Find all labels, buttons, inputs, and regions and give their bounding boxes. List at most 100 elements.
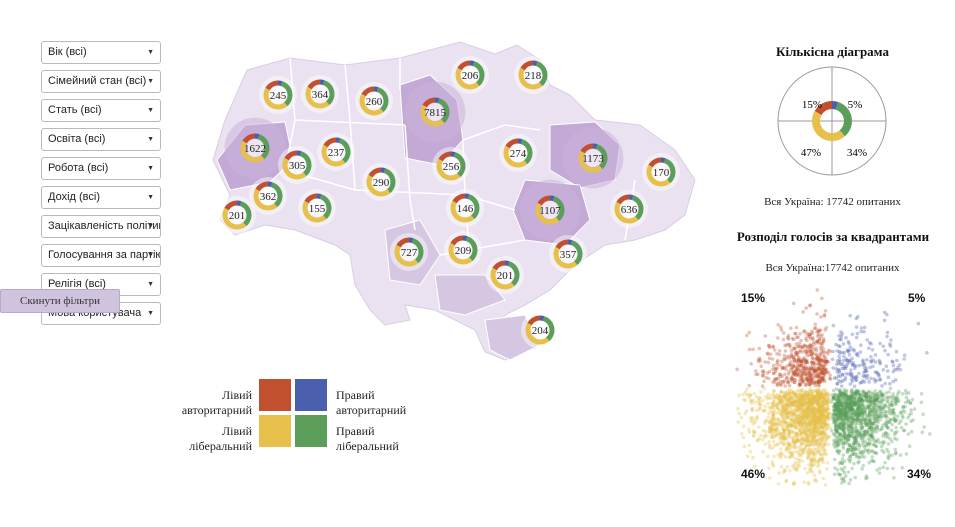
region-donut-arc (525, 322, 550, 345)
region-marker-donetsk[interactable]: 636 (610, 190, 648, 228)
scatter-point-right-auth (872, 377, 876, 381)
scatter-point-left-lib (801, 403, 806, 408)
region-marker-mykolaiv[interactable]: 209 (444, 231, 482, 269)
filter-select[interactable]: Освіта (всі) ▼ (41, 128, 161, 151)
scatter-point-left-lib (771, 422, 775, 426)
scatter-point-left-lib (794, 413, 799, 418)
region-marker-rivne[interactable]: 364 (301, 75, 339, 113)
scatter-point-left-lib (804, 393, 809, 398)
scatter-point-right-lib (844, 398, 849, 403)
region-marker-ternopil[interactable]: 305 (278, 146, 316, 184)
scatter-point-right-auth (847, 341, 851, 346)
scatter-point-left-auth (817, 366, 821, 370)
filter-select[interactable]: Робота (всі) ▼ (41, 157, 161, 180)
scatter-point-right-auth (839, 380, 843, 384)
filter-select[interactable]: Вік (всі) ▼ (41, 41, 161, 64)
region-marker-kyiv-city[interactable]: 7815 (404, 81, 466, 143)
scatter-point-right-auth (832, 376, 837, 380)
scatter-point-left-lib (818, 445, 823, 449)
region-donut-arc (284, 150, 298, 161)
region-marker-kharkiv[interactable]: 1173 (562, 127, 624, 189)
scatter-point-left-lib (789, 411, 794, 416)
scatter-point-left-lib (806, 439, 810, 444)
scatter-point-right-auth (835, 382, 839, 386)
region-marker-chernivtsi[interactable]: 155 (298, 189, 336, 227)
region-marker-lviv[interactable]: 1622 (224, 117, 286, 179)
scatter-point-right-lib (854, 392, 859, 396)
region-marker-zaporizhzhia[interactable]: 357 (549, 235, 587, 273)
scatter-point-left-lib (817, 407, 821, 411)
filter-select[interactable]: Зацікавленість політикою▼ (41, 215, 161, 238)
scatter-point-left-lib (749, 401, 754, 405)
scatter-point-left-lib (782, 403, 786, 408)
region-marker-khmelnytskyi[interactable]: 237 (317, 133, 355, 171)
filter-select[interactable]: Голосування за партію ▼ (41, 244, 161, 267)
scatter-point-left-auth (814, 357, 818, 361)
region-marker-zhytomyr[interactable]: 260 (355, 82, 393, 120)
scatter-point-left-auth (818, 351, 823, 355)
scatter-point-left-auth (813, 366, 817, 370)
scatter-point-left-auth (819, 341, 823, 346)
scatter-point-left-lib (826, 404, 830, 408)
scatter-point-right-auth (842, 350, 847, 355)
region-marker-luhansk[interactable]: 170 (642, 153, 680, 191)
region-marker-chernihiv[interactable]: 206 (451, 56, 489, 94)
scatter-point-left-auth (771, 363, 776, 368)
scatter-point-right-lib (869, 399, 874, 404)
scatter-point-right-lib (837, 434, 842, 438)
filter-select[interactable]: Сімейний стан (всі) ▼ (41, 70, 161, 93)
scatter-point-left-lib (763, 433, 767, 438)
scatter-point-left-lib (811, 407, 816, 411)
scatter-point-left-lib (822, 396, 827, 401)
filter-select[interactable]: Стать (всі) ▼ (41, 99, 161, 122)
scatter-point-left-lib (786, 415, 790, 420)
scatter-point-right-lib (836, 405, 840, 410)
scatter-point-left-lib (780, 414, 785, 419)
region-marker-sumy[interactable]: 218 (514, 56, 552, 94)
region-marker-cherkasy[interactable]: 146 (446, 189, 484, 227)
region-count-label: 7815 (424, 107, 447, 119)
scatter-point-right-lib (879, 405, 883, 409)
region-marker-odesa[interactable]: 727 (390, 233, 428, 271)
scatter-point-left-lib (812, 405, 817, 410)
region-marker-dnipropetrovsk[interactable]: 1107 (519, 179, 581, 241)
scatter-point-left-lib (791, 391, 796, 396)
scatter-point-right-auth (862, 374, 867, 379)
scatter-point-right-lib (838, 398, 842, 403)
scatter-point-left-lib (800, 405, 805, 409)
scatter-point-left-lib (823, 420, 828, 424)
region-marker-ivano-frankivsk[interactable]: 362 (249, 177, 287, 215)
scatter-point-left-lib (802, 422, 806, 427)
filter-panel: Вік (всі) ▼ Сімейний стан (всі) ▼ Стать (всі… (41, 41, 161, 331)
scatter-point-left-auth (787, 362, 792, 366)
scatter-point-left-lib (810, 399, 815, 404)
scatter-point-right-lib (874, 409, 879, 413)
scatter-point-left-lib (773, 427, 778, 431)
scatter-point-left-lib (822, 422, 827, 427)
region-marker-vinnytsia[interactable]: 290 (362, 163, 400, 201)
scatter-point-left-lib (797, 406, 801, 411)
scatter-point-right-lib (853, 432, 858, 436)
region-donut-center (541, 201, 559, 219)
filter-select[interactable]: Дохід (всі) ▼ (41, 186, 161, 209)
scatter-point-left-lib (815, 395, 820, 399)
scatter-point-right-lib (854, 390, 858, 395)
scatter-point-right-lib (886, 420, 891, 424)
scatter-point-left-lib (802, 393, 807, 397)
scatter-point-left-auth (817, 367, 821, 372)
reset-filters-button[interactable]: Скинути фільтри (0, 289, 120, 313)
scatter-point-right-lib (866, 427, 871, 432)
region-marker-kherson[interactable]: 201 (486, 256, 524, 294)
region-marker-volyn[interactable]: 245 (259, 76, 297, 114)
scatter-point-left-lib (781, 395, 785, 399)
scatter-point-left-lib (786, 398, 791, 402)
region-marker-zakarpattia[interactable]: 201 (218, 196, 256, 234)
scatter-point-right-lib (868, 413, 872, 417)
region-donut-arc (518, 67, 543, 90)
scatter-point-right-lib (892, 436, 897, 441)
region-marker-kyiv-oblast[interactable]: 256 (432, 147, 470, 185)
scatter-point-left-lib (807, 428, 812, 432)
region-marker-crimea[interactable]: 204 (521, 311, 559, 349)
scatter-point-right-lib (901, 415, 905, 420)
region-marker-poltava[interactable]: 274 (499, 134, 537, 172)
